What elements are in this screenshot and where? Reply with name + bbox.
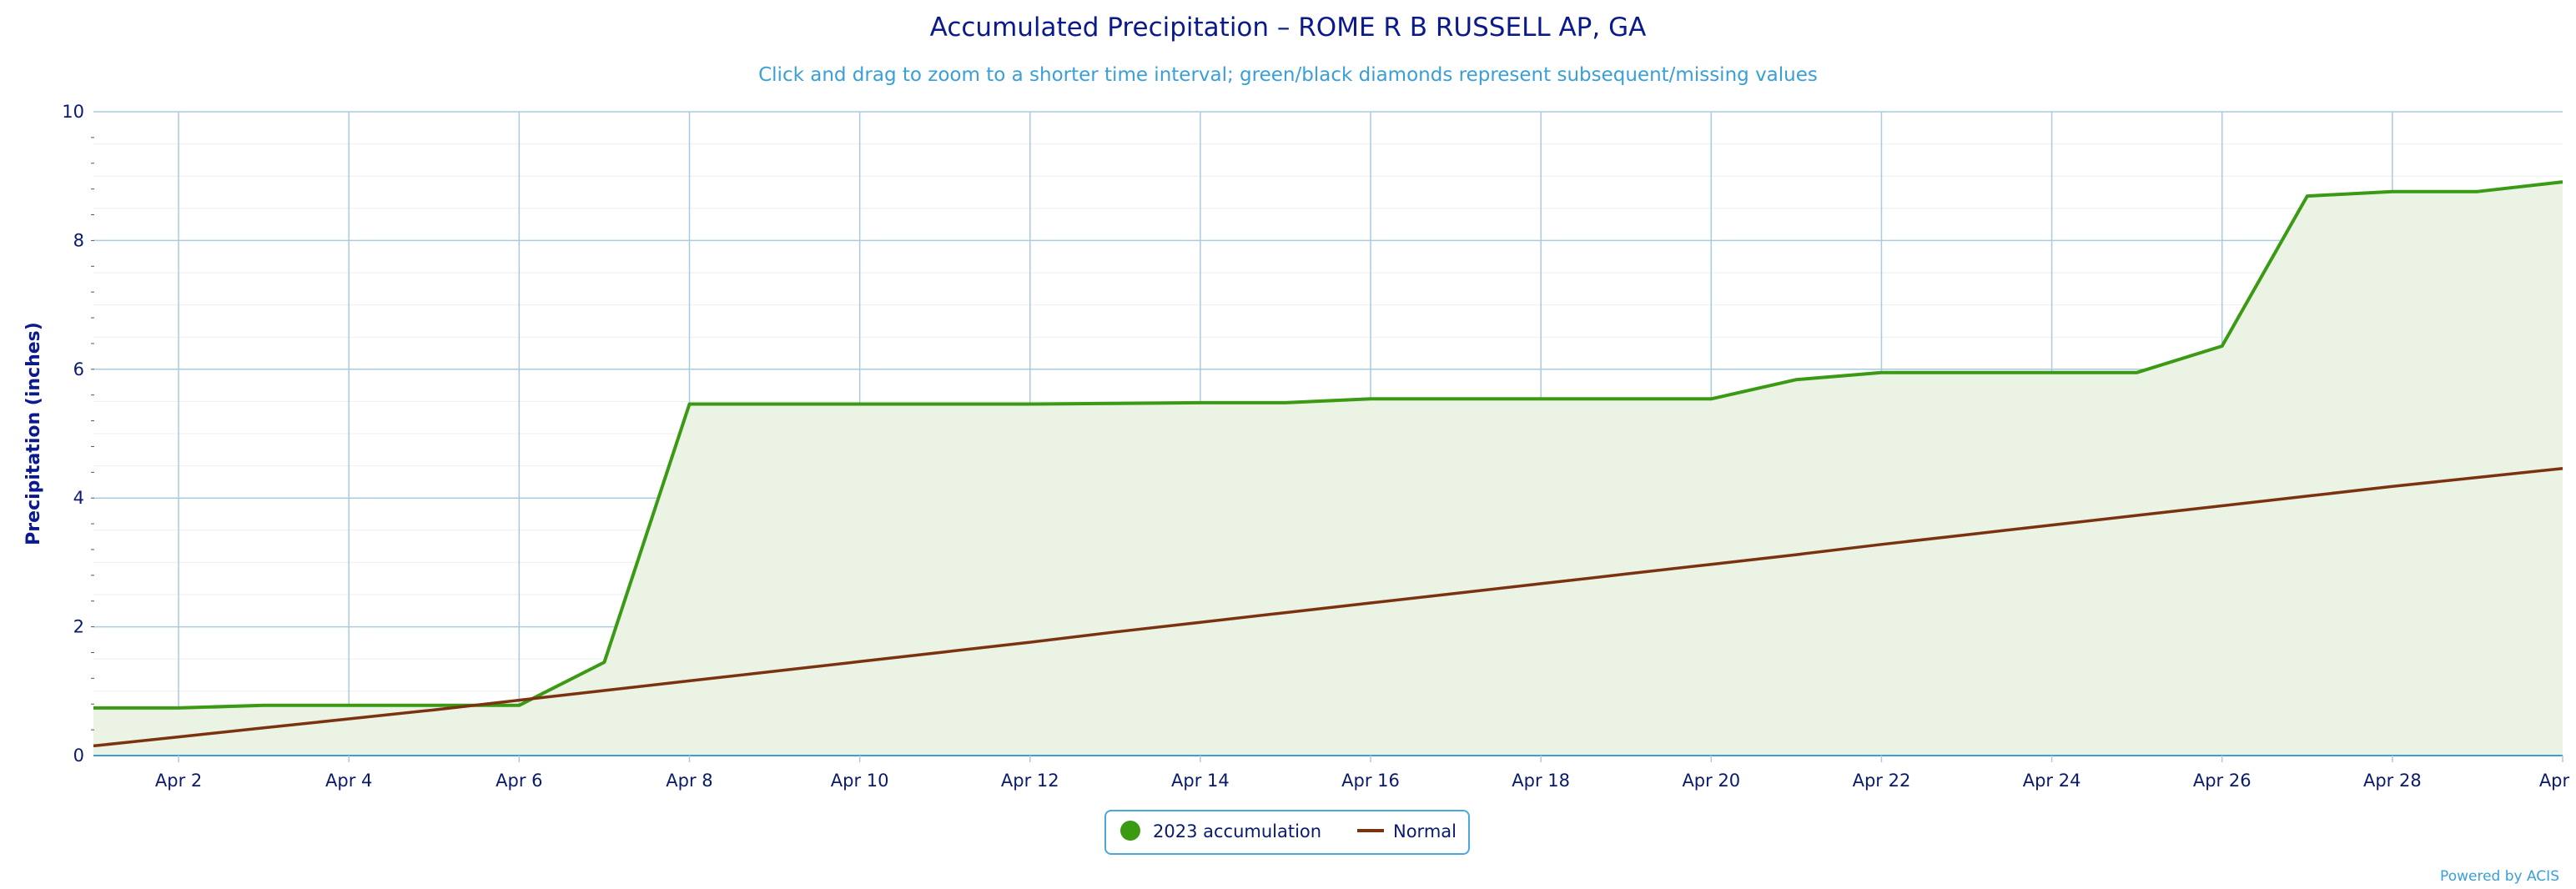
normal-point[interactable] <box>2216 500 2228 511</box>
legend-item-accumulation[interactable]: 2023 accumulation <box>1120 821 1321 841</box>
normal-point[interactable] <box>1620 568 1632 580</box>
y-tick-label: 10 <box>62 102 84 122</box>
accumulation-point[interactable] <box>1365 393 1376 404</box>
normal-point[interactable] <box>2387 480 2398 492</box>
legend-label-normal: Normal <box>1393 821 1457 841</box>
accumulation-point[interactable] <box>854 398 866 409</box>
x-tick-label: Apr 8 <box>666 771 712 791</box>
normal-point[interactable] <box>1535 578 1547 590</box>
accumulation-point[interactable] <box>1875 367 1887 379</box>
normal-point[interactable] <box>1024 636 1036 648</box>
accumulation-point[interactable] <box>2472 186 2483 198</box>
accumulation-point[interactable] <box>258 700 269 711</box>
normal-point[interactable] <box>683 675 695 686</box>
accumulation-point[interactable] <box>1705 393 1717 404</box>
accumulation-point[interactable] <box>2216 340 2228 352</box>
y-axis-ticks: 0 2 4 6 8 10 <box>62 102 94 766</box>
x-tick-label: Apr 3 <box>2539 771 2576 791</box>
accumulation-point[interactable] <box>1450 393 1462 404</box>
x-tick-label: Apr 4 <box>325 771 372 791</box>
x-tick-label: Apr 16 <box>1341 771 1400 791</box>
x-tick-label: Apr 14 <box>1171 771 1230 791</box>
normal-point[interactable] <box>1790 549 1802 560</box>
accumulation-point[interactable] <box>2302 190 2313 202</box>
legend-label-accumulation: 2023 accumulation <box>1153 821 1321 841</box>
legend-item-normal[interactable]: Normal <box>1357 821 1457 841</box>
normal-point[interactable] <box>854 655 866 667</box>
accumulation-point[interactable] <box>2046 367 2058 379</box>
normal-point[interactable] <box>1365 597 1376 609</box>
normal-point[interactable] <box>343 713 355 725</box>
normal-point[interactable] <box>1961 529 1973 540</box>
normal-point[interactable] <box>1450 587 1462 599</box>
y-tick-label: 4 <box>73 488 84 508</box>
accumulation-point[interactable] <box>1109 398 1121 409</box>
legend-marker-accumulation <box>1120 821 1140 841</box>
accumulation-point[interactable] <box>1961 367 1973 379</box>
accumulation-point[interactable] <box>2557 176 2568 188</box>
accumulation-point[interactable] <box>173 702 184 714</box>
accumulation-line[interactable] <box>93 180 2563 710</box>
accumulation-point[interactable] <box>1790 374 1802 385</box>
x-tick-label: Apr 22 <box>1853 771 1911 791</box>
normal-point[interactable] <box>598 685 610 696</box>
normal-point[interactable] <box>1195 616 1206 628</box>
accumulation-point[interactable] <box>88 702 99 714</box>
x-tick-label: Apr 26 <box>2193 771 2251 791</box>
accumulation-point[interactable] <box>1620 393 1632 404</box>
normal-point[interactable] <box>173 731 184 743</box>
chart-subtitle: Click and drag to zoom to a shorter time… <box>758 64 1818 86</box>
accumulation-point[interactable] <box>1195 397 1206 409</box>
normal-point[interactable] <box>2302 490 2313 502</box>
x-tick-label: Apr 10 <box>831 771 889 791</box>
credit-link[interactable]: Powered by ACIS <box>2440 868 2559 885</box>
accumulation-point[interactable] <box>1535 393 1547 404</box>
legend-box <box>1104 810 1470 855</box>
x-tick-label: Apr 28 <box>2363 771 2422 791</box>
normal-point[interactable] <box>1705 559 1717 570</box>
accumulation-point[interactable] <box>598 656 610 668</box>
normal-point[interactable] <box>769 665 781 677</box>
y-tick-label: 8 <box>73 230 84 250</box>
normal-point[interactable] <box>513 695 525 706</box>
y-tick-label: 0 <box>73 746 84 766</box>
normal-point[interactable] <box>2472 471 2483 483</box>
y-axis-label: Precipitation (inches) <box>23 322 44 545</box>
y-tick-label: 2 <box>73 617 84 637</box>
normal-point[interactable] <box>1109 626 1121 638</box>
accumulation-point[interactable] <box>343 700 355 711</box>
minor-grid <box>93 143 2563 724</box>
accumulation-area[interactable] <box>93 182 2563 756</box>
accumulation-point[interactable] <box>939 398 951 409</box>
normal-point[interactable] <box>88 740 99 751</box>
x-tick-label: Apr 2 <box>155 771 202 791</box>
accumulation-point[interactable] <box>1024 398 1036 409</box>
accumulation-point[interactable] <box>2131 367 2143 379</box>
normal-point[interactable] <box>2557 463 2568 475</box>
y-tick-label: 6 <box>73 359 84 379</box>
normal-line[interactable] <box>93 466 2563 748</box>
accumulation-point[interactable] <box>769 398 781 409</box>
normal-point[interactable] <box>1875 539 1887 550</box>
normal-point[interactable] <box>428 704 440 716</box>
x-tick-label: Apr 6 <box>496 771 542 791</box>
accumulation-point[interactable] <box>683 398 695 409</box>
legend: 2023 accumulation Normal <box>1104 810 1470 855</box>
accumulation-point[interactable] <box>1280 397 1291 409</box>
normal-point[interactable] <box>258 722 269 734</box>
chart-title: Accumulated Precipitation – ROME R B RUS… <box>930 13 1647 43</box>
x-tick-label: Apr 24 <box>2023 771 2081 791</box>
normal-point[interactable] <box>1280 607 1291 619</box>
x-axis-ticks: Apr 2 Apr 4 Apr 6 Apr 8 Apr 10 Apr 12 Apr 14 Ap… <box>155 756 2576 791</box>
x-tick-label: Apr 20 <box>1682 771 1740 791</box>
x-tick-label: Apr 12 <box>1001 771 1059 791</box>
x-tick-label: Apr 18 <box>1512 771 1570 791</box>
normal-point[interactable] <box>939 646 951 658</box>
normal-point[interactable] <box>2046 520 2058 531</box>
normal-point[interactable] <box>2131 510 2143 521</box>
accumulation-point[interactable] <box>2387 186 2398 198</box>
